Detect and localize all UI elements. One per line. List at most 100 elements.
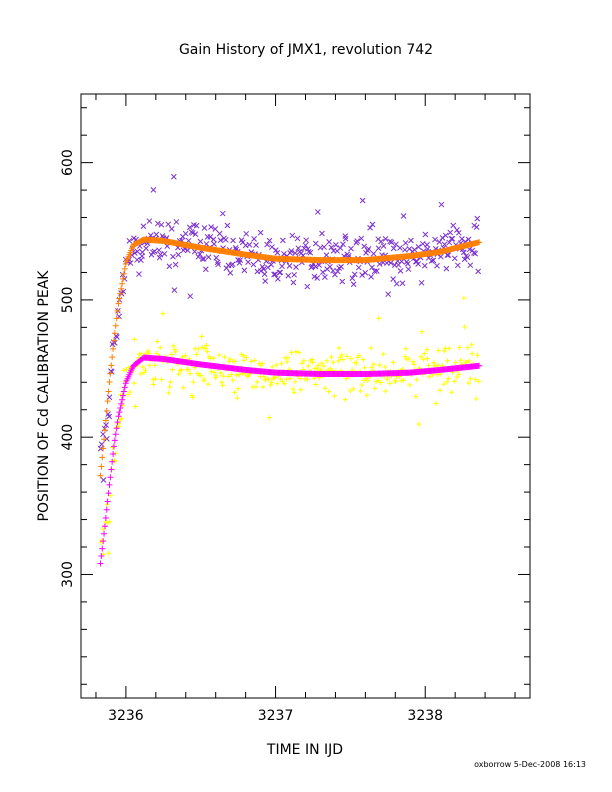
data-point-plus	[184, 366, 190, 372]
data-point-plus	[285, 355, 291, 361]
data-point-x	[201, 225, 208, 231]
data-point-plus	[330, 359, 336, 365]
data-point-plus	[321, 363, 327, 369]
data-point-x	[333, 241, 339, 248]
data-point-plus	[203, 342, 209, 348]
data-point-plus	[100, 445, 107, 452]
data-point-plus	[104, 501, 110, 507]
data-point-x	[380, 243, 387, 249]
data-point-plus	[427, 374, 433, 380]
data-point-x	[250, 261, 257, 268]
data-point-x	[230, 237, 236, 244]
data-point-x	[291, 271, 298, 278]
data-point-x	[464, 254, 471, 261]
data-point-x	[204, 234, 211, 240]
data-point-x	[274, 249, 281, 256]
data-point-x	[455, 229, 462, 236]
data-point-plus	[241, 358, 247, 364]
data-point-plus	[140, 364, 146, 370]
data-point-plus	[165, 390, 171, 396]
data-point-x	[378, 238, 384, 245]
data-point-x	[264, 241, 270, 248]
data-point-plus	[202, 345, 208, 351]
data-point-x	[473, 224, 480, 231]
data-point-x	[339, 278, 346, 285]
data-point-plus	[131, 336, 137, 342]
data-point-plus	[121, 384, 128, 391]
data-point-plus	[146, 350, 152, 356]
data-point-plus	[114, 307, 121, 314]
data-point-x	[446, 239, 453, 246]
data-point-plus	[387, 380, 393, 386]
data-point-x	[229, 261, 236, 268]
data-point-plus	[336, 345, 342, 351]
data-point-plus	[169, 367, 175, 373]
data-point-x	[321, 244, 327, 250]
data-point-plus	[465, 345, 471, 351]
data-point-plus	[220, 382, 226, 388]
data-point-x	[397, 268, 404, 274]
data-point-plus	[180, 385, 186, 391]
data-point-x	[171, 173, 177, 180]
data-point-plus	[102, 417, 109, 424]
data-point-plus	[328, 354, 334, 360]
data-point-plus	[116, 409, 123, 416]
data-point-x	[460, 249, 467, 256]
data-point-plus	[97, 560, 104, 567]
data-point-plus	[309, 357, 315, 363]
data-point-plus	[126, 365, 132, 371]
data-point-plus	[199, 344, 205, 350]
data-point-plus	[273, 362, 279, 368]
data-point-plus	[159, 377, 165, 383]
data-point-x	[211, 241, 217, 247]
data-point-x	[208, 224, 214, 230]
data-point-plus	[109, 458, 116, 465]
data-point-plus	[221, 354, 227, 360]
y-tick-label: 500	[60, 287, 76, 314]
data-point-x	[421, 262, 428, 269]
data-point-plus	[172, 346, 178, 352]
data-point-x	[307, 249, 314, 256]
data-point-x	[153, 231, 160, 238]
data-point-plus	[101, 427, 108, 434]
data-point-x	[327, 263, 333, 270]
data-point-plus	[281, 381, 287, 387]
data-point-plus	[340, 356, 346, 362]
data-point-plus	[467, 376, 473, 382]
data-point-x	[432, 236, 438, 243]
data-point-plus	[324, 358, 330, 364]
data-point-x	[138, 257, 144, 263]
data-point-plus	[103, 407, 110, 414]
data-point-x	[358, 235, 365, 242]
data-point-plus	[441, 381, 447, 387]
data-point-plus	[331, 393, 337, 399]
data-point-x	[312, 263, 319, 270]
data-point-plus	[115, 300, 122, 307]
data-point-plus	[326, 389, 332, 395]
data-point-x	[304, 283, 311, 290]
data-point-plus	[424, 356, 430, 362]
data-point-x	[342, 235, 349, 242]
data-point-plus	[177, 368, 183, 374]
data-point-plus	[416, 421, 422, 427]
data-point-x	[316, 262, 323, 268]
data-point-x	[224, 222, 231, 229]
data-point-x	[156, 247, 162, 254]
data-point-plus	[97, 472, 104, 479]
data-point-x	[303, 237, 310, 244]
data-point-plus	[152, 376, 158, 382]
y-axis-label: POSITION OF Cd CALIBRATION PEAK	[36, 270, 52, 522]
data-point-plus	[319, 360, 325, 366]
data-point-x	[154, 220, 161, 227]
data-point-plus	[117, 290, 124, 297]
data-point-x	[106, 413, 113, 420]
data-point-plus	[118, 285, 125, 292]
data-point-x	[408, 237, 414, 244]
data-point-plus	[245, 374, 251, 380]
data-point-plus	[444, 379, 450, 385]
data-point-x	[441, 241, 448, 248]
data-point-plus	[344, 353, 350, 359]
data-point-plus	[232, 389, 238, 395]
data-point-x	[449, 235, 456, 242]
data-point-plus	[182, 353, 188, 359]
